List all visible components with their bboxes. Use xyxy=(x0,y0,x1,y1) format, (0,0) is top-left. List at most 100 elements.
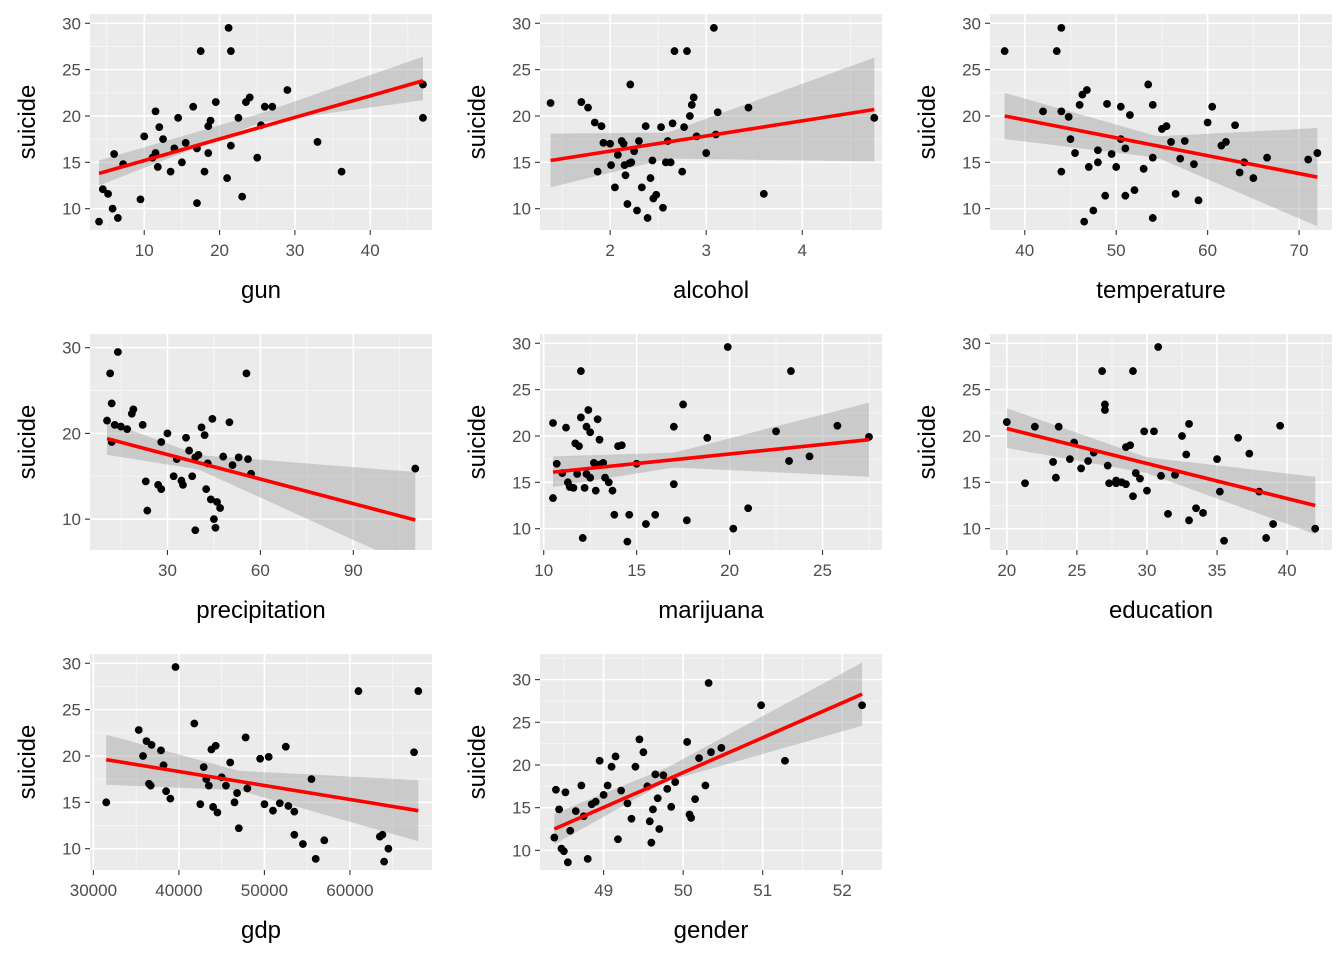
data-point xyxy=(1101,191,1110,200)
data-point xyxy=(1101,400,1109,409)
data-point xyxy=(1057,167,1066,176)
data-point xyxy=(682,516,691,525)
data-point xyxy=(709,24,718,32)
x-tick-label: 49 xyxy=(594,881,613,900)
data-point xyxy=(687,100,696,109)
data-point xyxy=(566,826,575,835)
data-point xyxy=(1130,186,1139,195)
data-point xyxy=(162,787,170,796)
data-point xyxy=(562,423,570,432)
data-point xyxy=(384,844,393,853)
y-tick-label: 25 xyxy=(512,713,531,732)
data-point xyxy=(1234,433,1242,442)
data-point xyxy=(1126,441,1135,450)
data-point xyxy=(228,461,237,470)
y-tick-label: 25 xyxy=(512,61,531,80)
data-point xyxy=(1103,100,1111,108)
data-point xyxy=(1304,155,1313,164)
data-point xyxy=(1077,464,1086,473)
data-point xyxy=(655,825,664,833)
data-point xyxy=(669,422,678,431)
y-tick-label: 15 xyxy=(962,153,981,172)
data-point xyxy=(611,752,620,761)
data-point xyxy=(1157,471,1165,480)
data-point xyxy=(141,477,150,486)
data-point xyxy=(193,199,201,208)
data-point xyxy=(213,498,221,506)
data-point xyxy=(687,814,696,822)
y-tick-label: 10 xyxy=(62,840,81,859)
x-tick-label: 90 xyxy=(344,561,363,580)
data-point xyxy=(380,857,389,866)
data-point xyxy=(260,800,269,809)
data-point xyxy=(631,762,640,771)
confidence-band xyxy=(1006,408,1316,535)
data-point xyxy=(603,781,612,790)
y-tick-label: 15 xyxy=(512,153,531,172)
data-point xyxy=(233,789,241,797)
data-point xyxy=(546,99,555,107)
data-point xyxy=(1194,196,1203,205)
x-tick-label: 20 xyxy=(720,561,739,580)
plot-background xyxy=(990,14,1332,230)
data-point xyxy=(1021,479,1029,488)
data-point xyxy=(110,150,119,158)
y-axis-title: suicide xyxy=(14,725,41,800)
y-tick-label: 20 xyxy=(512,756,531,775)
x-tick-label: 4 xyxy=(798,241,807,260)
data-point xyxy=(593,167,602,176)
data-point xyxy=(1213,455,1221,464)
data-point xyxy=(1094,146,1102,155)
data-point xyxy=(179,480,187,489)
data-point xyxy=(623,200,632,208)
data-point xyxy=(1083,86,1091,94)
data-point xyxy=(642,520,650,528)
y-tick-label: 30 xyxy=(62,14,81,33)
data-point xyxy=(225,418,234,427)
data-point xyxy=(569,483,578,492)
data-point xyxy=(573,470,582,478)
data-point xyxy=(685,112,694,120)
data-point xyxy=(627,814,636,823)
data-point xyxy=(140,132,149,141)
data-point xyxy=(157,485,166,494)
data-point xyxy=(129,405,138,414)
y-axis-title: suicide xyxy=(14,85,41,160)
data-point xyxy=(1071,149,1079,157)
panel-education: 10 15 20 25 30 20 25 30 35 40 education suicide xyxy=(914,334,1332,624)
data-point xyxy=(245,93,254,102)
data-point xyxy=(604,478,613,487)
data-point xyxy=(1192,504,1200,513)
data-point xyxy=(695,754,703,763)
y-axis-title: suicide xyxy=(914,405,941,480)
data-point xyxy=(238,192,247,201)
data-point xyxy=(1107,150,1116,158)
data-point xyxy=(1000,47,1009,55)
x-axis-title: precipitation xyxy=(196,597,325,624)
points-alcohol xyxy=(546,24,879,222)
y-tick-label: 20 xyxy=(962,427,981,446)
data-point xyxy=(633,206,641,215)
data-point xyxy=(1116,102,1125,111)
regression-line xyxy=(550,107,875,163)
y-tick-label: 10 xyxy=(962,200,981,219)
x-tick-label: 60 xyxy=(251,561,270,580)
data-point xyxy=(419,113,427,122)
x-tick-label: 60 xyxy=(1198,241,1217,260)
data-point xyxy=(586,428,595,437)
data-point xyxy=(234,453,243,462)
y-tick-label: 15 xyxy=(962,473,981,492)
data-point xyxy=(617,786,626,795)
data-point xyxy=(1084,457,1093,465)
confidence-band xyxy=(106,734,419,842)
data-point xyxy=(1057,24,1066,32)
data-point xyxy=(1178,432,1186,440)
data-point xyxy=(637,183,646,192)
data-point xyxy=(635,735,644,744)
data-point xyxy=(1176,154,1185,163)
data-point xyxy=(1064,113,1073,121)
data-point xyxy=(1129,367,1137,375)
data-point xyxy=(805,452,814,461)
data-point xyxy=(110,420,119,429)
data-point xyxy=(639,748,648,757)
